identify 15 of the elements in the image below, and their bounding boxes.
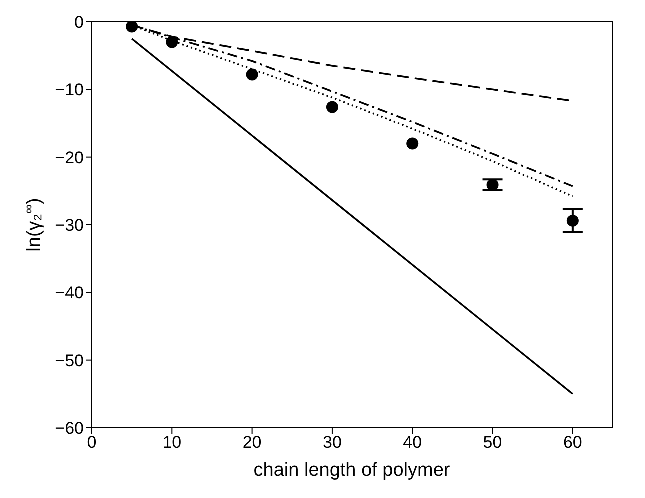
y-tick-label: −20 (55, 148, 84, 168)
y-tick-label: −10 (55, 80, 84, 100)
y-tick-label: −30 (55, 216, 84, 236)
x-tick-label: 10 (162, 433, 182, 452)
x-tick-label: 40 (403, 433, 422, 452)
x-tick-label: 50 (483, 433, 502, 452)
x-tick-label: 30 (323, 433, 342, 452)
x-axis-title: chain length of polymer (254, 460, 451, 481)
y-tick-label: −40 (55, 284, 84, 303)
x-tick-label: 60 (563, 433, 582, 452)
y-tick-label: −50 (55, 351, 84, 370)
x-tick-label: 0 (87, 433, 97, 452)
x-tick-label: 20 (242, 433, 262, 452)
y-tick-label: −60 (55, 419, 84, 438)
y-tick-label: 0 (74, 13, 84, 32)
